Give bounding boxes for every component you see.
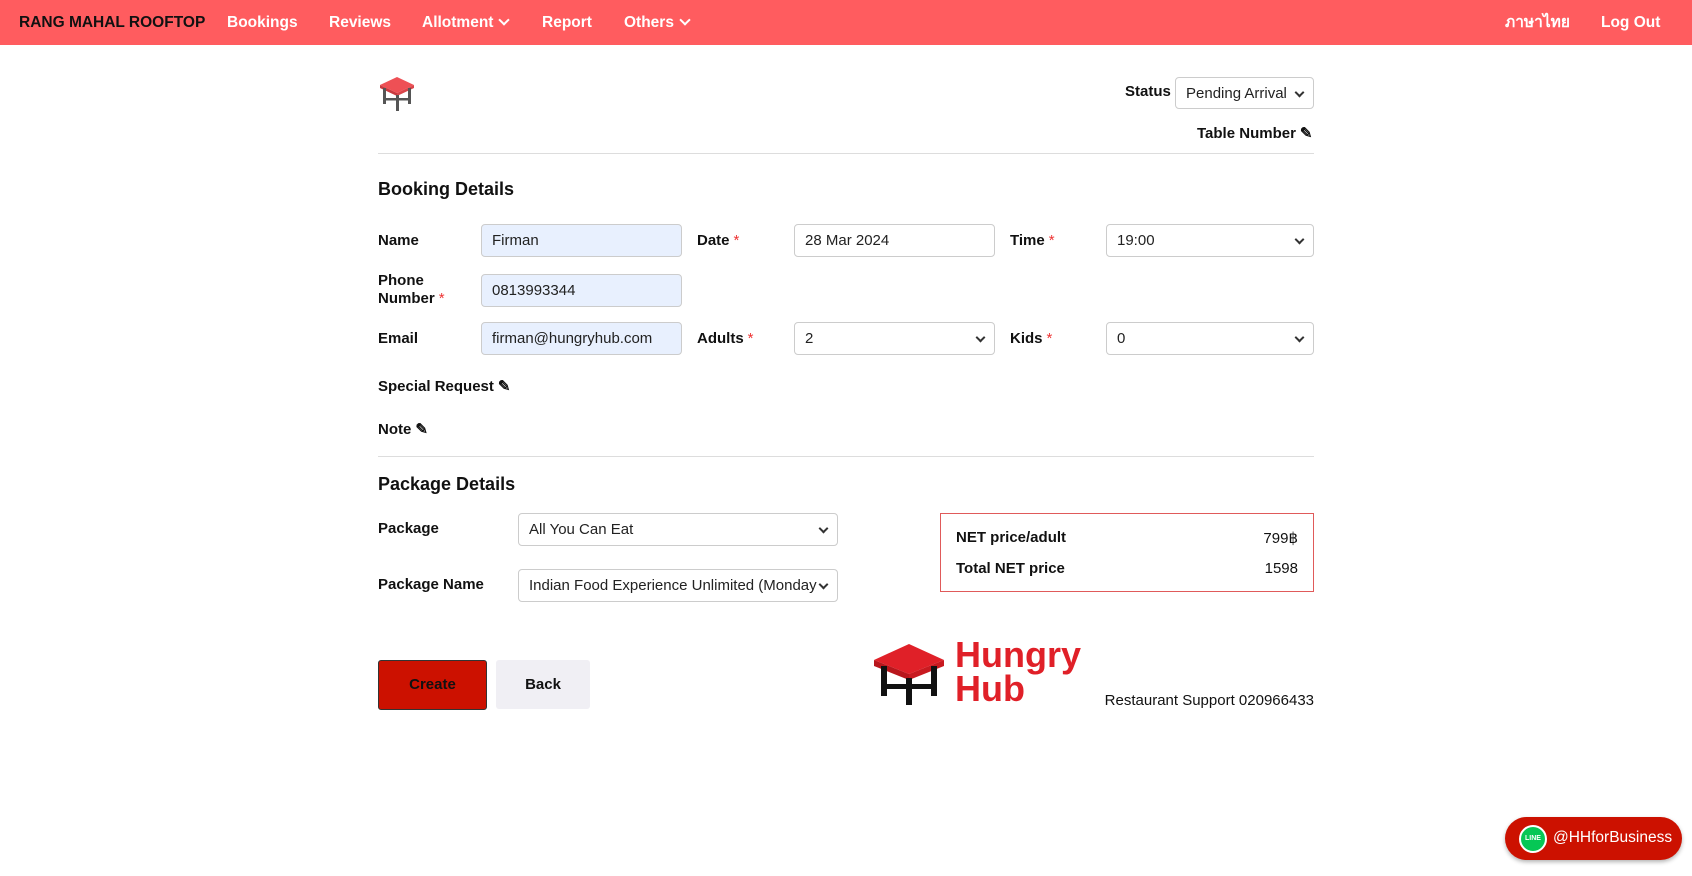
special-request-button[interactable]: Special Request ✎ <box>378 377 510 395</box>
package-name-label: Package Name <box>378 576 484 593</box>
package-name-select[interactable]: Indian Food Experience Unlimited (Monday <box>518 569 838 602</box>
nav-report[interactable]: Report <box>542 14 592 31</box>
chevron-down-icon <box>498 14 511 26</box>
chevron-down-icon <box>679 14 691 26</box>
name-label: Name <box>378 232 419 249</box>
pencil-icon: ✎ <box>497 378 511 395</box>
logout-link[interactable]: Log Out <box>1601 14 1661 31</box>
time-select[interactable]: 19:00 <box>1106 224 1314 257</box>
date-label-text: Date <box>697 232 730 249</box>
logo-line1: Hungry <box>955 634 1081 675</box>
language-switch[interactable]: ภาษาไทย <box>1505 14 1570 31</box>
time-label-text: Time <box>1010 232 1045 249</box>
total-price-value: 1598 <box>1264 560 1298 577</box>
logo-line2: Hub <box>955 668 1025 709</box>
line-icon: LINE <box>1519 825 1547 853</box>
date-label: Date * <box>697 232 739 249</box>
restaurant-support: Restaurant Support 020966433 <box>1104 692 1314 709</box>
note-label: Note <box>378 421 412 438</box>
booking-details-heading: Booking Details <box>378 179 515 199</box>
email-label: Email <box>378 330 419 347</box>
adults-value: 2 <box>805 330 814 347</box>
status-select[interactable]: Pending Arrival <box>1175 77 1314 109</box>
status-label: Status <box>1125 83 1171 100</box>
adults-select[interactable]: 2 <box>794 322 995 355</box>
brand-name[interactable]: RANG MAHAL ROOFTOP <box>19 14 206 31</box>
package-label: Package <box>378 520 439 537</box>
phone-label-line1: Phone <box>378 272 424 289</box>
package-details-heading: Package Details <box>378 474 516 494</box>
adults-label: Adults * <box>697 330 754 347</box>
required-mark: * <box>747 330 754 347</box>
line-label: @HHforBusiness <box>1553 829 1673 846</box>
back-button[interactable]: Back <box>496 660 590 709</box>
email-input[interactable]: firman@hungryhub.com <box>481 322 682 355</box>
net-price-label: NET price/adult <box>956 529 1067 546</box>
top-navbar: RANG MAHAL ROOFTOP Bookings Reviews Allo… <box>0 0 1692 45</box>
hungry-hub-logo: Hungry Hub <box>872 637 1107 709</box>
note-button[interactable]: Note ✎ <box>378 420 428 438</box>
divider <box>378 153 1314 154</box>
required-mark: * <box>1046 330 1053 347</box>
nav-bookings[interactable]: Bookings <box>227 14 298 31</box>
time-value: 19:00 <box>1117 232 1155 249</box>
required-mark: * <box>733 232 740 249</box>
required-mark: * <box>1048 232 1055 249</box>
date-input[interactable]: 28 Mar 2024 <box>794 224 995 257</box>
divider <box>378 456 1314 457</box>
net-price-value: 799฿ <box>1263 530 1298 547</box>
nav-reviews[interactable]: Reviews <box>329 14 392 31</box>
phone-label-line2: Number <box>378 290 435 307</box>
adults-label-text: Adults <box>697 330 744 347</box>
nav-allotment-label: Allotment <box>422 14 494 31</box>
phone-label: Phone Number * <box>378 272 445 308</box>
nav-others-label: Others <box>624 14 674 31</box>
table-number-button[interactable]: Table Number ✎ <box>1197 124 1312 142</box>
phone-input[interactable]: 0813993344 <box>481 274 682 307</box>
nav-allotment[interactable]: Allotment <box>422 0 511 45</box>
required-mark: * <box>438 290 445 307</box>
table-icon <box>380 77 414 111</box>
price-summary-box: NET price/adult 799฿ Total NET price 159… <box>940 513 1314 592</box>
status-value: Pending Arrival <box>1186 85 1287 102</box>
kids-value: 0 <box>1117 330 1126 347</box>
kids-label-text: Kids <box>1010 330 1043 347</box>
package-name-value: Indian Food Experience Unlimited (Monday <box>529 577 817 594</box>
hungry-hub-table-icon <box>874 644 944 705</box>
package-select[interactable]: All You Can Eat <box>518 513 838 546</box>
total-price-label: Total NET price <box>956 560 1065 577</box>
nav-others[interactable]: Others <box>624 0 691 45</box>
table-number-label: Table Number <box>1197 125 1296 142</box>
create-button[interactable]: Create <box>378 660 487 710</box>
name-input[interactable]: Firman <box>481 224 682 257</box>
special-request-label: Special Request <box>378 378 494 395</box>
kids-select[interactable]: 0 <box>1106 322 1314 355</box>
pencil-icon: ✎ <box>1299 125 1313 142</box>
package-value: All You Can Eat <box>529 521 634 538</box>
pencil-icon: ✎ <box>415 421 428 438</box>
kids-label: Kids * <box>1010 330 1052 347</box>
line-contact-button[interactable]: LINE @HHforBusiness <box>1505 817 1682 860</box>
hungry-hub-wordmark: Hungry Hub <box>955 637 1081 709</box>
time-label: Time * <box>1010 232 1055 249</box>
